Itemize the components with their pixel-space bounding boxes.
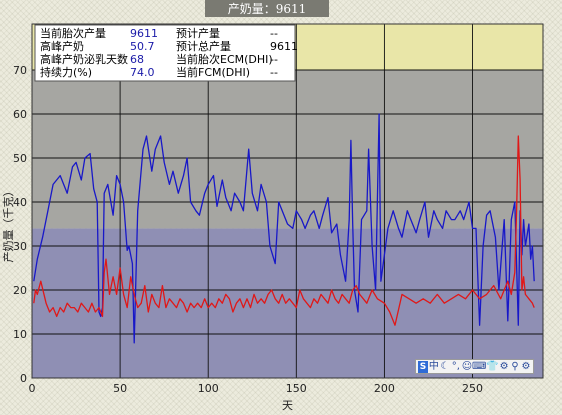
y-tick-label: 10 [13,328,27,341]
info-panel: 当前胎次产量 9611 预计产量 --高峰产奶 50.7 预计总产量 9611高峰产奶泌乳天… [34,24,298,82]
info-value: 74.0 [130,66,155,79]
chart-title: 产奶量：9611 [228,2,307,16]
x-tick-label: 250 [462,382,483,395]
y-tick-label: 20 [13,284,27,297]
skin-icon[interactable]: ⚙ [499,360,509,372]
info-value: 9611 [130,27,158,40]
x-tick-label: 50 [113,382,127,395]
info-value: 68 [130,53,144,66]
title-background [205,0,329,17]
x-axis-label: 天 [282,399,293,412]
keyboard-icon[interactable]: ⌨ [471,360,487,372]
series-line-1 [33,135,535,326]
info-panel-box [34,24,296,82]
search-icon[interactable]: ⚲ [511,360,519,372]
axes: 0 10 20 30 40 50 60 70 0 50 100 150 200 250 天 产奶量（千克） [1,23,544,412]
y-tick-label: 40 [13,196,27,209]
background-band-1 [32,70,543,229]
y-tick-label: 60 [13,108,27,121]
background-band-0 [32,228,543,378]
info-value: 9611 [270,40,298,53]
settings-icon[interactable]: ⚙ [521,360,531,372]
x-tick-label: 150 [286,382,307,395]
plot-border [31,23,544,379]
x-tick-label: 100 [198,382,219,395]
ime-toolbar[interactable]: S 中 ☾ °, ☺ ⌨ 👕 ⚙ ⚲ ⚙ [415,359,534,374]
app-logo-icon[interactable]: S [418,360,428,373]
plot-background [32,24,543,378]
y-tick-label: 0 [20,372,27,385]
emoji-icon[interactable]: ☺ [461,360,473,372]
info-label: 高峰产奶泌乳天数 [40,52,128,66]
info-label: 预计产量 [176,26,220,40]
y-tick-label: 70 [13,64,27,77]
y-tick-label: 50 [13,152,27,165]
title-bar: 产奶量：9611 [205,0,329,17]
info-value: -- [270,53,278,66]
clothing-icon[interactable]: 👕 [485,360,499,372]
info-label: 当前FCM(DHI) [176,65,250,79]
comma-icon[interactable]: °, [451,360,460,372]
info-label: 持续力(%) [40,65,92,79]
series-line-0 [33,113,535,344]
info-label: 预计总产量 [176,39,231,53]
info-value: -- [270,66,278,79]
y-tick-label: 30 [13,240,27,253]
info-value: 50.7 [130,40,155,53]
x-tick-label: 0 [29,382,36,395]
info-value: -- [270,27,278,40]
series-layer [33,113,535,344]
info-label: 当前胎次ECM(DHI) [176,52,273,66]
info-label: 当前胎次产量 [40,26,106,40]
moon-icon[interactable]: ☾ [440,360,450,372]
x-tick-label: 200 [374,382,395,395]
chinese-input-icon[interactable]: 中 [428,360,439,372]
info-label: 高峰产奶 [40,39,84,53]
y-axis-label: 产奶量（千克） [1,186,15,263]
